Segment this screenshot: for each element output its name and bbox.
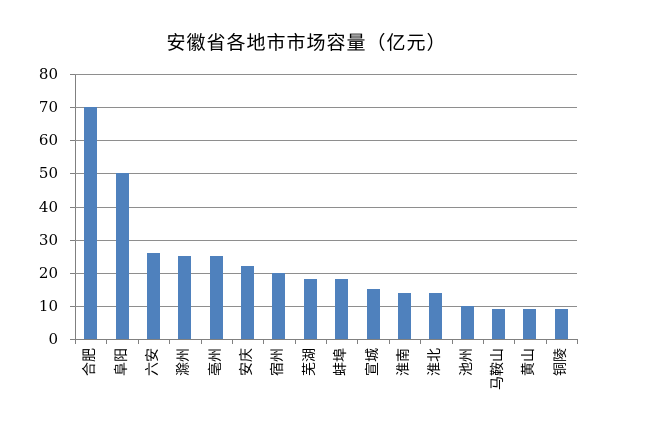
x-axis-tick xyxy=(452,339,453,344)
x-axis-tick xyxy=(514,339,515,344)
x-axis-label: 池州 xyxy=(458,348,475,376)
x-axis-label: 安庆 xyxy=(239,348,256,376)
x-axis-tick xyxy=(138,339,139,344)
x-axis-label: 淮北 xyxy=(427,348,444,376)
bar-淮北 xyxy=(429,292,443,339)
x-axis-label: 蚌埠 xyxy=(333,348,350,376)
y-axis-tick xyxy=(70,107,75,109)
y-axis-label: 50 xyxy=(38,164,58,183)
y-axis-tick xyxy=(70,305,75,307)
x-axis-tick xyxy=(420,339,421,344)
y-axis-tick xyxy=(70,339,75,340)
bar-铜陵 xyxy=(554,309,568,339)
x-axis-tick xyxy=(232,339,233,344)
x-axis-label: 铜陵 xyxy=(552,348,569,376)
y-axis-label: 10 xyxy=(38,296,58,315)
x-axis-tick xyxy=(295,339,296,344)
bar-安庆 xyxy=(241,266,255,339)
y-axis-tick xyxy=(70,206,75,208)
x-axis-tick xyxy=(263,339,264,344)
x-axis-label: 芜湖 xyxy=(301,348,318,376)
x-axis-label: 亳州 xyxy=(207,348,224,376)
bar-蚌埠 xyxy=(335,279,349,339)
gridline xyxy=(75,239,577,241)
x-axis-tick xyxy=(201,339,202,344)
bar-淮南 xyxy=(397,292,411,339)
plot-area xyxy=(75,74,577,339)
x-axis-label: 合肥 xyxy=(82,348,99,376)
bar-芜湖 xyxy=(303,279,317,339)
bar-六安 xyxy=(146,252,160,339)
x-axis-label: 黄山 xyxy=(521,348,538,376)
bar-滁州 xyxy=(178,256,192,339)
y-axis-tick xyxy=(70,74,75,75)
chart-title: 安徽省各地市市场容量（亿元） xyxy=(166,32,447,54)
y-axis-tick xyxy=(70,239,75,241)
x-axis-label: 六安 xyxy=(144,348,161,376)
gridline xyxy=(75,305,577,307)
x-axis-tick xyxy=(389,339,390,344)
gridline xyxy=(75,140,577,142)
y-axis-label: 0 xyxy=(48,330,58,348)
x-axis-tick xyxy=(106,339,107,344)
gridline xyxy=(75,74,577,75)
y-axis-label: 40 xyxy=(38,197,58,216)
bar-宣城 xyxy=(366,289,380,339)
x-axis-label: 宿州 xyxy=(270,348,287,376)
x-axis-label: 阜阳 xyxy=(113,348,130,376)
x-axis-tick xyxy=(577,339,578,344)
y-axis-label: 80 xyxy=(38,65,58,83)
gridline xyxy=(75,173,577,175)
x-axis-tick xyxy=(75,339,76,344)
x-axis-tick xyxy=(483,339,484,344)
y-axis-label: 60 xyxy=(38,131,58,150)
gridline xyxy=(75,107,577,109)
gridline xyxy=(75,206,577,208)
x-axis-label: 宣城 xyxy=(364,348,381,376)
bar-马鞍山 xyxy=(492,309,506,339)
bar-阜阳 xyxy=(115,173,129,339)
x-axis-label: 滁州 xyxy=(176,348,193,376)
gridline xyxy=(75,272,577,274)
bar-池州 xyxy=(460,305,474,339)
bar-亳州 xyxy=(209,256,223,339)
x-axis-tick xyxy=(326,339,327,344)
x-axis-label: 淮南 xyxy=(395,348,412,376)
x-axis-tick xyxy=(546,339,547,344)
bar-合肥 xyxy=(84,107,98,339)
x-axis-tick xyxy=(169,339,170,344)
y-axis-tick xyxy=(70,140,75,142)
x-axis-tick xyxy=(357,339,358,344)
x-axis-label: 马鞍山 xyxy=(490,348,507,390)
bar-宿州 xyxy=(272,272,286,339)
bar-黄山 xyxy=(523,309,537,339)
y-axis-label: 30 xyxy=(38,230,58,249)
y-axis-label: 20 xyxy=(38,263,58,282)
y-axis-tick xyxy=(70,173,75,175)
y-axis-label: 70 xyxy=(38,98,58,117)
y-axis-tick xyxy=(70,272,75,274)
